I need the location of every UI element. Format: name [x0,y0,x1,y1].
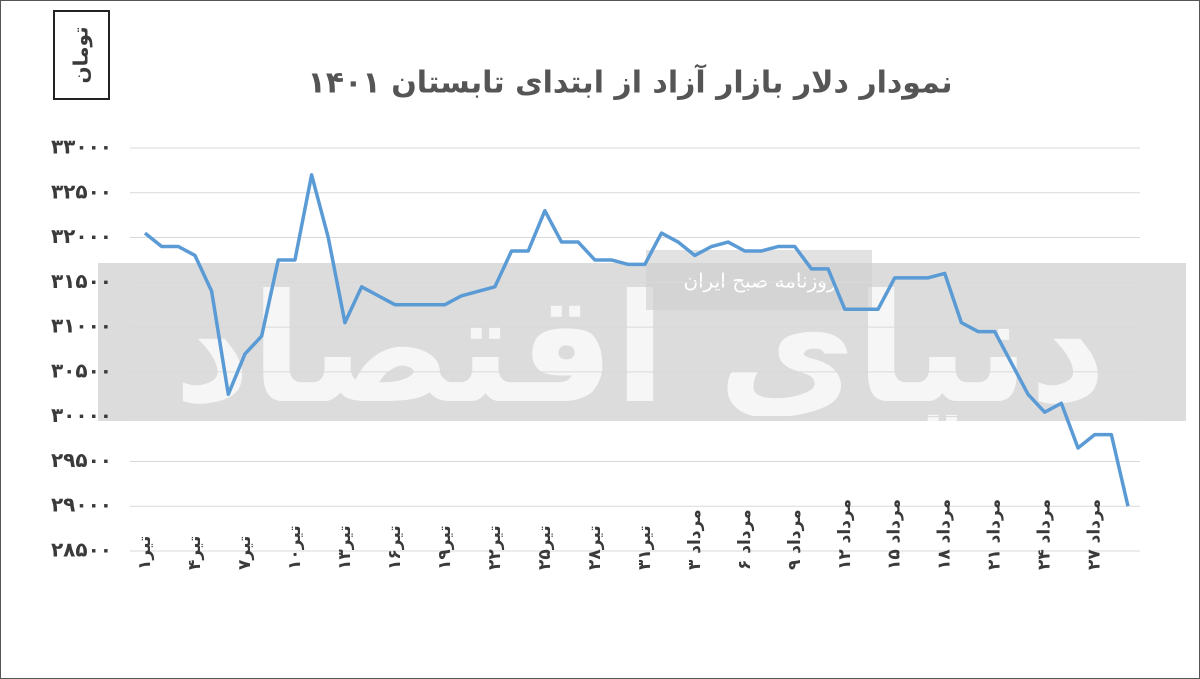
x-tick-label: تیر۱۳ [335,525,355,570]
y-label-box [53,10,110,100]
y-tick-label: ۳۲۰۰۰ [51,224,112,248]
x-tick-label: تیر۱ [135,536,155,570]
x-tick-label: مرداد ۱۸ [935,499,955,570]
x-tick-label: مرداد ۹ [785,509,805,570]
y-tick-label: ۳۰۵۰۰ [51,358,112,382]
y-axis-label: تومان [69,26,93,83]
x-tick-label: مرداد ۳ [685,509,705,570]
y-tick-label: ۳۰۰۰۰ [51,403,112,427]
x-tick-label: تیر۴ [185,536,205,570]
x-tick-label: مرداد ۲۱ [985,499,1005,570]
logo-watermark: دنیای اقتصاد [174,263,1107,437]
y-tick-label: ۲۹۵۰۰ [51,448,112,472]
y-tick-label: ۲۹۰۰۰ [51,493,112,517]
x-tick-label: تیر۲۸ [585,525,605,570]
x-tick-label: مرداد ۶ [735,509,755,570]
x-tick-label: تیر۷ [235,536,255,570]
y-tick-label: ۳۲۵۰۰ [51,179,112,203]
chart-title: نمودار دلار بازار آزاد از ابتدای تابستان… [308,64,953,101]
data-line [143,173,1130,507]
watermark-text: روزنامه صبح ایران [683,269,836,293]
x-tick-label: تیر۲۲ [485,525,505,570]
x-tick-label: مرداد ۱۵ [885,499,905,570]
x-tick-label: تیر۱۹ [435,525,455,570]
x-tick-label: تیر۱۶ [385,525,405,570]
x-tick-label: مرداد ۲۴ [1035,499,1055,570]
x-tick-label: تیر۱۰ [285,525,305,570]
watermark-band [98,263,1186,421]
y-tick-label: ۲۸۵۰۰ [51,538,112,562]
x-tick-label: مرداد ۲۷ [1085,499,1105,570]
y-tick-label: ۳۳۰۰۰ [51,135,112,159]
y-tick-label: ۳۱۵۰۰ [51,269,112,293]
x-tick-label: تیر۲۵ [535,525,555,570]
x-tick-label: مرداد ۱۲ [835,499,855,570]
y-tick-label: ۳۱۰۰۰ [51,314,112,338]
x-tick-label: تیر۳۱ [635,525,655,570]
